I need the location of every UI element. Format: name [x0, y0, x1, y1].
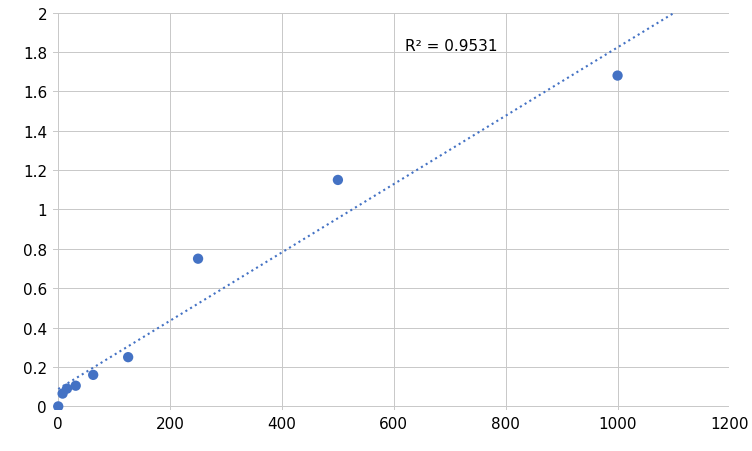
Point: [611, 73, 623, 80]
Point: [70, 382, 82, 390]
Point: [122, 354, 134, 361]
Point: [61, 385, 73, 392]
Point: [56, 390, 68, 397]
Point: [332, 177, 344, 184]
Point: [52, 403, 64, 410]
Point: [192, 256, 204, 263]
Text: R² = 0.9531: R² = 0.9531: [405, 39, 498, 54]
Point: [87, 372, 99, 379]
